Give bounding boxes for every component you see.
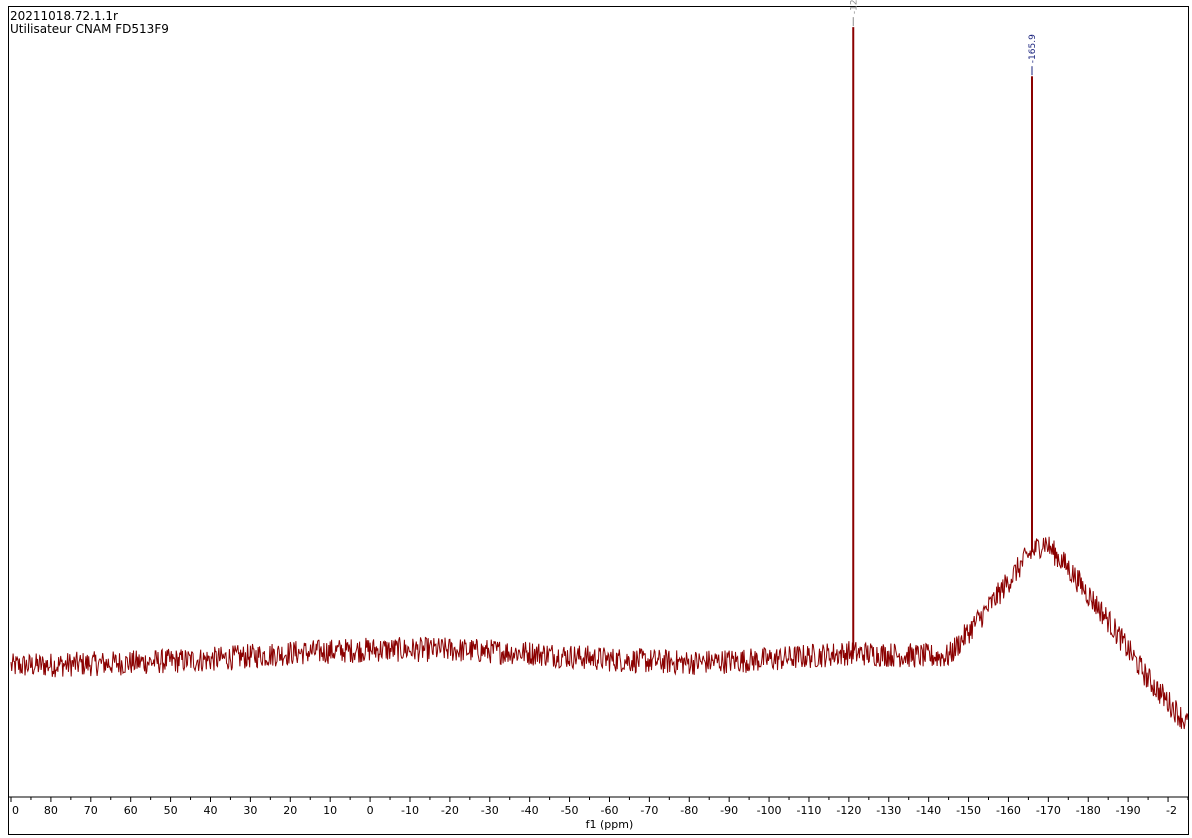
x-tick-label-3: 60 [124,804,138,817]
file-name: 20211018.72.1.1r [10,9,118,23]
x-tick-label-6: 30 [243,804,257,817]
x-tick-label-10: -10 [401,804,419,817]
x-tick-label-1: 80 [44,804,58,817]
x-tick-label-0: 0 [12,804,19,817]
spectrum-line [10,536,1189,730]
spectrum-header: 20211018.72.1.1r Utilisateur CNAM FD513F… [10,10,169,36]
x-tick-label-18: -90 [720,804,738,817]
x-tick-label-23: -140 [916,804,941,817]
x-tick-label-5: 40 [203,804,217,817]
x-tick-label-11: -20 [441,804,459,817]
spectrum-frame [8,6,1189,835]
x-ticks: 0 80 70 60 50 40 30 20 10 0 -10 -20 -30 -40 -50 -60 -70 -… [10,797,1189,817]
x-axis-label: f1 (ppm) [586,818,634,831]
peaks-group: -121.1 NaF -165.9 [849,0,1038,654]
x-tick-label-17: -80 [680,804,698,817]
x-tick-label-19: -100 [757,804,782,817]
x-tick-label-8: 10 [323,804,337,817]
x-tick-label-26: -170 [1036,804,1061,817]
user-line: Utilisateur CNAM FD513F9 [10,22,169,36]
peak-label-1: -165.9 [1028,34,1038,63]
x-tick-label-16: -70 [640,804,658,817]
x-tick-label-25: -160 [996,804,1021,817]
x-tick-label-4: 50 [164,804,178,817]
x-tick-label-20: -110 [796,804,821,817]
x-tick-label-24: -150 [956,804,981,817]
x-tick-label-12: -30 [481,804,499,817]
x-tick-label-14: -50 [561,804,579,817]
x-tick-label-22: -130 [876,804,901,817]
peak-label-0: -121.1 NaF [849,0,859,14]
x-tick-label-2: 70 [84,804,98,817]
x-tick-label-29: -2 [1166,804,1177,817]
x-tick-label-28: -190 [1116,804,1141,817]
x-tick-label-7: 20 [283,804,297,817]
x-tick-label-13: -40 [521,804,539,817]
x-tick-label-15: -60 [600,804,618,817]
x-tick-label-9: 0 [367,804,374,817]
x-tick-label-27: -180 [1076,804,1101,817]
x-tick-label-21: -120 [836,804,861,817]
